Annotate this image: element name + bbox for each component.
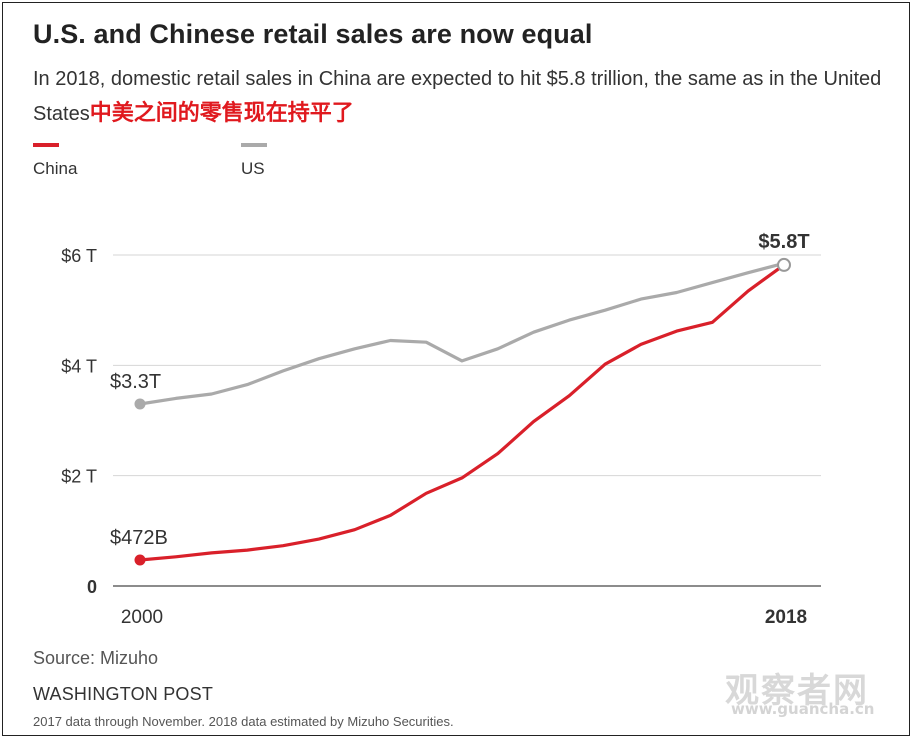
x-tick-label: 2000 [121, 607, 163, 628]
source-note: Source: Mizuho [33, 648, 159, 668]
y-tick-label: $2 T [61, 467, 97, 487]
legend-swatch-us [241, 143, 267, 147]
y-tick-label: $4 T [61, 356, 97, 376]
y-tick-label: 0 [87, 577, 97, 597]
watermark-url: www.guancha.cn [731, 700, 875, 718]
data-label: $5.8T [758, 231, 809, 253]
publisher-name: WASHINGTON POST [33, 684, 214, 704]
legend-label-us: US [241, 159, 265, 178]
subtitle-chinese: 中美之间的零售现在持平了 [89, 100, 354, 125]
x-tick-label: 2018 [765, 607, 807, 628]
chart-subtitle: In 2018, domestic retail sales in China … [33, 63, 893, 131]
watermark-logo: 观察者网 [725, 672, 869, 710]
data-point-china-start [134, 554, 146, 566]
series-line-us [138, 261, 786, 406]
legend-item-us: US [241, 143, 267, 179]
footnote: 2017 data through November. 2018 data es… [33, 714, 454, 729]
data-label: $472B [110, 527, 168, 549]
legend-item-china: China [33, 143, 77, 179]
chart-title: U.S. and Chinese retail sales are now eq… [33, 19, 593, 49]
legend-label-china: China [33, 159, 78, 178]
y-tick-label: $6 T [61, 246, 97, 266]
data-point-end [777, 257, 791, 272]
data-label: $3.3T [110, 371, 161, 393]
line-chart: 0 $2 T $4 T $6 T 2000 2018 $3.3T $472B $5.8T [61, 231, 821, 628]
subtitle-english: In 2018, domestic retail sales in China … [33, 68, 882, 125]
legend-swatch-china [33, 143, 59, 147]
data-point-us-start [134, 398, 146, 410]
series-line-china [138, 263, 786, 562]
